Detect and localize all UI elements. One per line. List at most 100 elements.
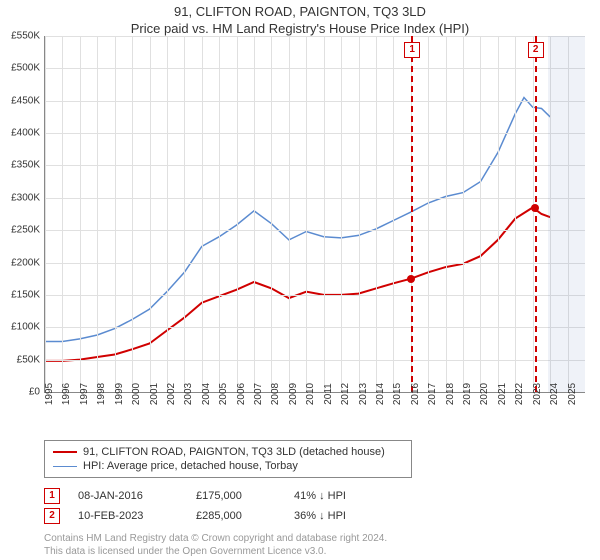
gridline-vertical — [393, 36, 394, 392]
gridline-vertical — [132, 36, 133, 392]
x-tick-label: 2008 — [270, 383, 281, 405]
legend-swatch — [53, 451, 77, 453]
gridline-horizontal — [45, 36, 585, 37]
gridline-vertical — [463, 36, 464, 392]
gridline-vertical — [428, 36, 429, 392]
transaction-table: 108-JAN-2016£175,00041% ↓ HPI210-FEB-202… — [44, 486, 600, 526]
x-tick-label: 2019 — [462, 383, 473, 405]
gridline-horizontal — [45, 68, 585, 69]
gridline-horizontal — [45, 230, 585, 231]
x-tick-label: 1999 — [114, 383, 125, 405]
y-tick-label: £50K — [17, 354, 40, 365]
footer-copyright: Contains HM Land Registry data © Crown c… — [44, 532, 600, 545]
gridline-horizontal — [45, 133, 585, 134]
x-axis: 1995199619971998199920002001200220032004… — [44, 392, 584, 412]
gridline-vertical — [184, 36, 185, 392]
gridline-horizontal — [45, 165, 585, 166]
x-tick-label: 1998 — [96, 383, 107, 405]
series-hpi — [45, 98, 550, 342]
transaction-vline — [411, 36, 413, 392]
title-address: 91, CLIFTON ROAD, PAIGNTON, TQ3 3LD — [0, 4, 600, 19]
footer-licence: This data is licensed under the Open Gov… — [44, 545, 600, 558]
x-tick-label: 2005 — [218, 383, 229, 405]
y-tick-label: £100K — [11, 322, 40, 333]
gridline-vertical — [324, 36, 325, 392]
legend-item: 91, CLIFTON ROAD, PAIGNTON, TQ3 3LD (det… — [53, 445, 403, 459]
gridline-vertical — [80, 36, 81, 392]
legend-item: HPI: Average price, detached house, Torb… — [53, 459, 403, 473]
gridline-vertical — [271, 36, 272, 392]
x-tick-label: 2014 — [375, 383, 386, 405]
gridline-vertical — [237, 36, 238, 392]
y-tick-label: £500K — [11, 63, 40, 74]
transaction-dot — [531, 204, 539, 212]
footer: Contains HM Land Registry data © Crown c… — [44, 532, 600, 558]
y-tick-label: £150K — [11, 289, 40, 300]
y-axis: £0£50K£100K£150K£200K£250K£300K£350K£400… — [0, 36, 44, 392]
title-subtitle: Price paid vs. HM Land Registry's House … — [0, 21, 600, 36]
x-tick-label: 2021 — [497, 383, 508, 405]
x-tick-label: 2015 — [392, 383, 403, 405]
gridline-vertical — [446, 36, 447, 392]
gridline-vertical — [97, 36, 98, 392]
x-tick-label: 2006 — [236, 383, 247, 405]
gridline-vertical — [306, 36, 307, 392]
x-tick-label: 2001 — [149, 383, 160, 405]
legend-label: 91, CLIFTON ROAD, PAIGNTON, TQ3 3LD (det… — [83, 446, 385, 458]
transaction-row-pct: 41% ↓ HPI — [294, 490, 404, 502]
x-tick-label: 1997 — [79, 383, 90, 405]
transaction-row-price: £285,000 — [196, 510, 276, 522]
transaction-vline — [535, 36, 537, 392]
transaction-marker-1: 1 — [404, 42, 420, 58]
legend-label: HPI: Average price, detached house, Torb… — [83, 460, 298, 472]
gridline-vertical — [341, 36, 342, 392]
gridline-vertical — [533, 36, 534, 392]
y-tick-label: £0 — [29, 387, 40, 398]
y-tick-label: £300K — [11, 192, 40, 203]
chart-container: 91, CLIFTON ROAD, PAIGNTON, TQ3 3LD Pric… — [0, 0, 600, 560]
x-tick-label: 2000 — [131, 383, 142, 405]
gridline-vertical — [167, 36, 168, 392]
x-tick-label: 2025 — [567, 383, 578, 405]
transaction-row-date: 08-JAN-2016 — [78, 490, 178, 502]
gridline-vertical — [515, 36, 516, 392]
gridline-vertical — [480, 36, 481, 392]
gridline-vertical — [359, 36, 360, 392]
plot-area: £0 £50K £100K £150K £200K £250K £300K £350K £400… — [0, 36, 600, 412]
future-shade — [548, 36, 585, 392]
legend-swatch — [53, 466, 77, 467]
x-tick-label: 2024 — [549, 383, 560, 405]
gridline-horizontal — [45, 198, 585, 199]
x-tick-label: 1996 — [61, 383, 72, 405]
legend: 91, CLIFTON ROAD, PAIGNTON, TQ3 3LD (det… — [44, 440, 412, 478]
transaction-dot — [407, 275, 415, 283]
x-tick-label: 2011 — [323, 383, 334, 405]
transaction-row-price: £175,000 — [196, 490, 276, 502]
gridline-vertical — [45, 36, 46, 392]
x-tick-label: 1995 — [44, 383, 55, 405]
gridline-vertical — [498, 36, 499, 392]
x-tick-label: 2017 — [427, 383, 438, 405]
x-tick-label: 2007 — [253, 383, 264, 405]
gridline-horizontal — [45, 101, 585, 102]
transaction-row-pct: 36% ↓ HPI — [294, 510, 404, 522]
gridline-vertical — [62, 36, 63, 392]
x-tick-label: 2020 — [479, 383, 490, 405]
x-tick-label: 2002 — [166, 383, 177, 405]
gridline-vertical — [150, 36, 151, 392]
gridline-horizontal — [45, 263, 585, 264]
x-tick-label: 2009 — [288, 383, 299, 405]
transaction-row-date: 10-FEB-2023 — [78, 510, 178, 522]
y-tick-label: £200K — [11, 257, 40, 268]
y-tick-label: £250K — [11, 225, 40, 236]
transaction-row-num: 2 — [44, 508, 60, 524]
x-tick-label: 2003 — [183, 383, 194, 405]
y-tick-label: £400K — [11, 128, 40, 139]
gridline-horizontal — [45, 295, 585, 296]
gridline-vertical — [289, 36, 290, 392]
chart-lines — [45, 36, 585, 392]
gridline-vertical — [219, 36, 220, 392]
y-tick-label: £350K — [11, 160, 40, 171]
title-block: 91, CLIFTON ROAD, PAIGNTON, TQ3 3LD Pric… — [0, 0, 600, 36]
transaction-marker-2: 2 — [528, 42, 544, 58]
